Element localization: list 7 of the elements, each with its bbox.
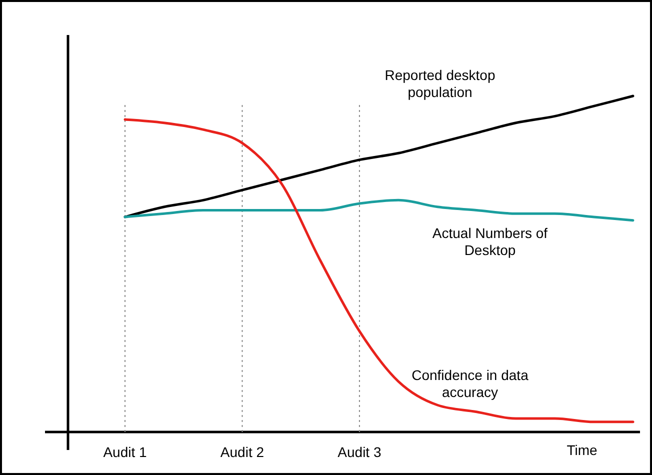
x-tick-label: Audit 2 [220, 444, 264, 460]
x-tick-label: Audit 3 [338, 444, 382, 460]
series-label: Actual Numbers of Desktop [432, 225, 548, 258]
x-axis-title: Time [566, 442, 598, 458]
series-label: Reported desktop population [384, 67, 496, 100]
series-label: Confidence in data accuracy [412, 367, 529, 400]
x-tick-label: Audit 1 [103, 444, 148, 460]
